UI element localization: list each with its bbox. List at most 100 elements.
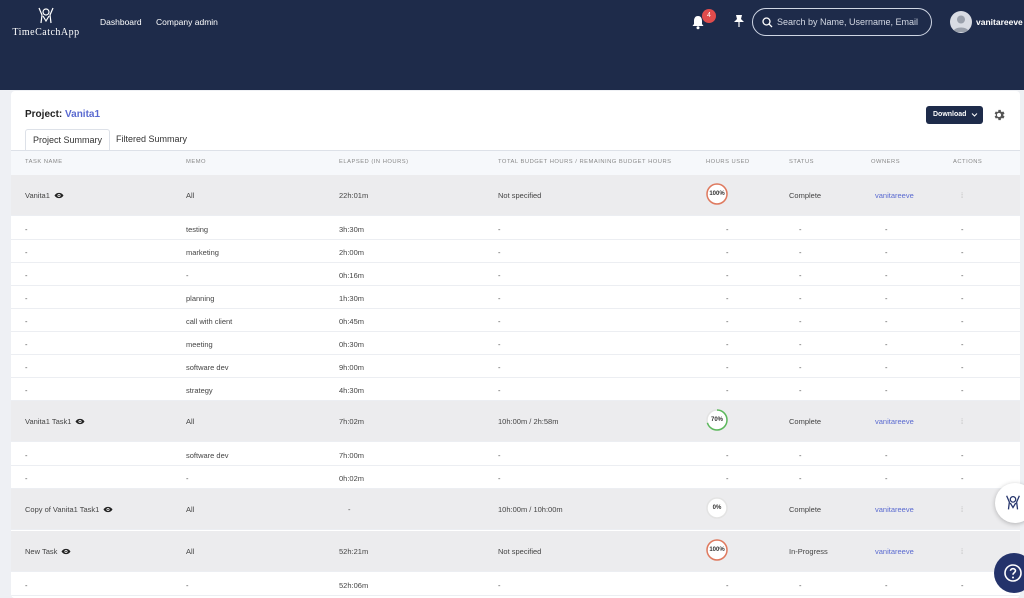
status: Complete: [789, 505, 822, 514]
eye-icon[interactable]: [61, 548, 71, 555]
bell-icon[interactable]: [690, 14, 706, 30]
status: -: [799, 386, 802, 395]
col-memo[interactable]: MEMO: [186, 159, 207, 165]
elapsed-hours: 22h:01m: [339, 191, 369, 200]
col-hours-used[interactable]: HOURS USED: [706, 159, 750, 165]
col-status[interactable]: STATUS: [789, 159, 815, 165]
memo: All: [186, 417, 195, 426]
app-assistant-button[interactable]: [995, 483, 1024, 523]
owner: -: [885, 317, 888, 326]
task-name: -: [25, 474, 28, 483]
memo-row: - - 0h:16m - - - - -: [11, 263, 1020, 286]
status: -: [799, 474, 802, 483]
progress-ring-track: [706, 497, 728, 519]
memo: -: [186, 581, 189, 590]
actions-menu[interactable]: ⁞: [961, 417, 964, 426]
budget-hours: 10h:00m / 10h:00m: [498, 505, 563, 514]
owner[interactable]: vanitareeve: [875, 417, 914, 426]
help-button[interactable]: [994, 553, 1024, 593]
elapsed-hours: 0h:16m: [339, 271, 365, 280]
budget-hours: -: [498, 294, 501, 303]
task-name[interactable]: Copy of Vanita1 Task1: [25, 505, 100, 514]
eye-icon[interactable]: [54, 192, 64, 199]
elapsed-hours: 52h:21m: [339, 547, 369, 556]
actions-menu[interactable]: ⁞: [961, 191, 964, 200]
progress-ring-graphic: [706, 409, 728, 431]
nav-company-admin[interactable]: Company admin: [156, 17, 218, 27]
memo-row: - planning 1h:30m - - - - -: [11, 286, 1020, 309]
owner[interactable]: vanitareeve: [875, 505, 914, 514]
help-icon: [1004, 564, 1022, 582]
hours-used: -: [726, 271, 729, 280]
owner[interactable]: vanitareeve: [875, 191, 914, 200]
col-elapsed[interactable]: ELAPSED (IN HOURS): [339, 159, 409, 165]
avatar[interactable]: [950, 11, 972, 33]
task-name: -: [25, 581, 28, 590]
task-name: -: [25, 363, 28, 372]
task-name[interactable]: Vanita1: [25, 191, 50, 200]
progress-ring-fill: [706, 183, 728, 205]
budget-hours: -: [498, 340, 501, 349]
actions-menu[interactable]: ⁞: [961, 505, 964, 514]
actions: -: [961, 581, 964, 590]
task-row: Vanita1 All 22h:01m Not specified 100% Comple…: [11, 175, 1020, 216]
gear-icon[interactable]: [992, 108, 1006, 122]
col-task-name[interactable]: TASK NAME: [25, 159, 63, 165]
elapsed-hours: 0h:30m: [339, 340, 365, 349]
actions: -: [961, 248, 964, 257]
elapsed-hours: 7h:02m: [339, 417, 365, 426]
progress-ring-graphic: [706, 539, 728, 561]
task-name: -: [25, 317, 28, 326]
eye-icon[interactable]: [75, 418, 85, 425]
download-label: Download: [933, 111, 967, 118]
progress-ring-graphic: [706, 497, 728, 519]
actions: -: [961, 340, 964, 349]
search-box[interactable]: [752, 8, 932, 36]
budget-hours: Not specified: [498, 547, 542, 556]
progress-ring-graphic: [706, 183, 728, 205]
memo: planning: [186, 294, 215, 303]
app-logo[interactable]: TimeCatchApp: [10, 6, 82, 40]
task-name: -: [25, 386, 28, 395]
hours-used: -: [726, 451, 729, 460]
search-input[interactable]: [777, 14, 927, 30]
budget-hours: -: [498, 581, 501, 590]
budget-hours: Not specified: [498, 191, 542, 200]
pin-icon[interactable]: [733, 14, 745, 28]
memo: testing: [186, 225, 209, 234]
memo-row: -planning0h:15m-----: [11, 596, 1020, 598]
budget-hours: 10h:00m / 2h:58m: [498, 417, 559, 426]
elapsed-hours: 52h:06m: [339, 581, 369, 590]
elapsed-hours: 1h:30m: [339, 294, 365, 303]
hours-used: -: [726, 581, 729, 590]
download-button[interactable]: Download: [926, 106, 983, 124]
actions-menu[interactable]: ⁞: [961, 547, 964, 556]
actions: -: [961, 225, 964, 234]
table-header: TASK NAME MEMO ELAPSED (IN HOURS) TOTAL …: [11, 151, 1020, 175]
memo: software dev: [186, 451, 229, 460]
task-name[interactable]: Vanita1 Task1: [25, 417, 72, 426]
memo-row: - software dev 7h:00m - - - - -: [11, 443, 1020, 466]
owner: -: [885, 386, 888, 395]
col-budget[interactable]: TOTAL BUDGET HOURS / REMAINING BUDGET HO…: [498, 159, 672, 165]
hours-used: -: [726, 474, 729, 483]
col-owners[interactable]: OWNERS: [871, 159, 901, 165]
task-name-cell: Copy of Vanita1 Task1: [25, 505, 113, 514]
username[interactable]: vanitareeve: [976, 17, 1023, 27]
tab-filtered-summary[interactable]: Filtered Summary: [116, 134, 188, 144]
memo-row: - software dev 9h:00m - - - - -: [11, 355, 1020, 378]
hours-used: -: [726, 317, 729, 326]
nav-dashboard[interactable]: Dashboard: [100, 17, 142, 27]
task-name[interactable]: New Task: [25, 547, 58, 556]
owner[interactable]: vanitareeve: [875, 547, 914, 556]
memo-row: - marketing 2h:00m - - - - -: [11, 240, 1020, 263]
budget-hours: -: [498, 271, 501, 280]
eye-icon[interactable]: [103, 506, 113, 513]
logo-text: TimeCatchApp: [12, 27, 80, 38]
memo-row: - testing 3h:30m - - - - -: [11, 217, 1020, 240]
notification-badge: 4: [702, 9, 716, 23]
actions: -: [961, 386, 964, 395]
status: -: [799, 248, 802, 257]
tab-project-summary[interactable]: Project Summary: [25, 129, 111, 150]
hours-used: -: [726, 386, 729, 395]
